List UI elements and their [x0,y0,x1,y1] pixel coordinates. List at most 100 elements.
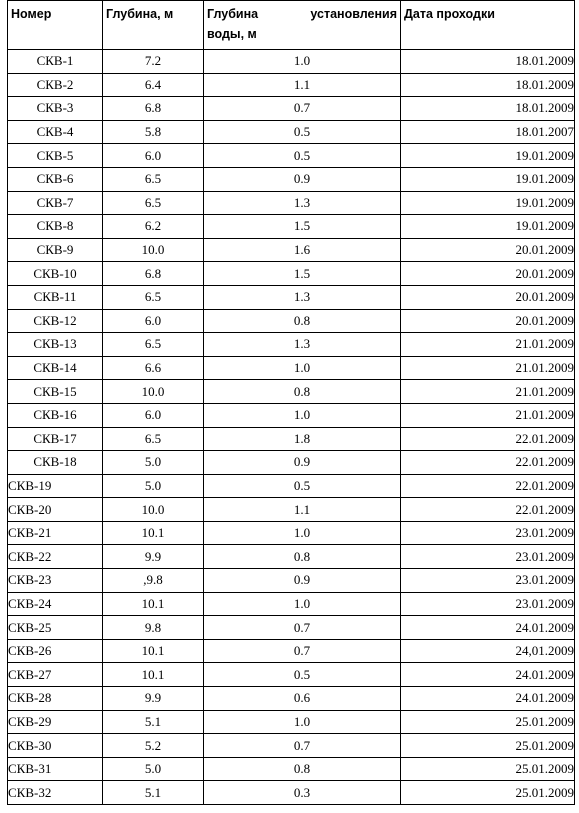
cell-depth: 6.2 [102,214,204,239]
cell-depth: 10.0 [102,237,204,263]
cell-water-depth: 1.6 [203,237,401,263]
cell-depth: 5.1 [102,709,204,735]
header-water-line2: воды, м [207,27,257,41]
cell-depth: ,9.8 [102,568,204,593]
cell-depth: 6.6 [102,355,204,381]
boreholes-table: Номер Глубина, м Глубина установления во… [7,0,575,805]
table-row: СКВ-8 6.2 1.5 19.01.2009 [7,214,575,239]
cell-date: 20.01.2009 [400,261,575,286]
header-row: Номер Глубина, м Глубина установления во… [7,0,575,50]
cell-date: 21.01.2009 [400,355,575,381]
cell-name: СКВ-13 [7,332,103,357]
cell-depth: 6.5 [102,166,204,192]
cell-depth: 6.5 [102,426,204,452]
table-row: СКВ-30 5.2 0.7 25.01.2009 [7,733,575,758]
cell-water-depth: 1.3 [203,332,401,357]
table-row: СКВ-10 6.8 1.5 20.01.2009 [7,261,575,286]
cell-depth: 7.2 [102,49,204,74]
cell-name: СКВ-11 [7,284,103,310]
cell-date: 25.01.2009 [400,733,575,758]
cell-depth: 5.8 [102,119,204,145]
table-header: Номер Глубина, м Глубина установления во… [7,0,575,50]
cell-depth: 5.1 [102,780,204,805]
cell-name: СКВ-29 [7,709,103,735]
cell-date: 19.01.2009 [400,190,575,216]
cell-depth: 10.1 [102,662,204,688]
cell-date: 22.01.2009 [400,426,575,452]
cell-name: СКВ-21 [7,520,103,546]
cell-name: СКВ-27 [7,662,103,688]
table-row: СКВ-16 6.0 1.0 21.01.2009 [7,402,575,428]
cell-water-depth: 0.5 [203,473,401,499]
cell-water-depth: 0.3 [203,780,401,805]
table-body: СКВ-1 7.2 1.0 18.01.2009 СКВ-2 6.4 1.1 18.01.20… [7,49,575,805]
cell-name: СКВ-6 [7,166,103,192]
cell-name: СКВ-25 [7,615,103,640]
cell-water-depth: 0.8 [203,379,401,404]
cell-name: СКВ-30 [7,733,103,758]
cell-depth: 5.0 [102,756,204,782]
cell-water-depth: 0.9 [203,166,401,192]
cell-water-depth: 0.9 [203,568,401,593]
cell-name: СКВ-16 [7,402,103,428]
cell-name: СКВ-19 [7,473,103,499]
table-row: СКВ-26 10.1 0.7 24,01.2009 [7,638,575,664]
header-water-word1: Глубина [207,7,259,21]
cell-water-depth: 1.0 [203,709,401,735]
cell-date: 22.01.2009 [400,473,575,499]
cell-date: 20.01.2009 [400,308,575,334]
cell-depth: 5.0 [102,450,204,475]
cell-date: 21.01.2009 [400,402,575,428]
cell-name: СКВ-5 [7,143,103,168]
table-row: СКВ-17 6.5 1.8 22.01.2009 [7,426,575,452]
cell-date: 21.01.2009 [400,379,575,404]
cell-water-depth: 1.0 [203,402,401,428]
cell-water-depth: 0.8 [203,756,401,782]
cell-date: 22.01.2009 [400,450,575,475]
table-row: СКВ-6 6.5 0.9 19.01.2009 [7,166,575,192]
cell-name: СКВ-20 [7,497,103,522]
header-water-depth: Глубина установления воды, м [203,0,401,50]
cell-water-depth: 0.8 [203,308,401,334]
cell-date: 22.01.2009 [400,497,575,522]
cell-water-depth: 0.7 [203,96,401,121]
table-row: СКВ-9 10.0 1.6 20.01.2009 [7,237,575,263]
cell-depth: 6.8 [102,96,204,121]
table-row: СКВ-25 9.8 0.7 24.01.2009 [7,615,575,640]
cell-date: 23.01.2009 [400,544,575,570]
cell-name: СКВ-12 [7,308,103,334]
table-row: СКВ-12 6.0 0.8 20.01.2009 [7,308,575,334]
cell-depth: 6.4 [102,72,204,98]
table-row: СКВ-4 5.8 0.5 18.01.2007 [7,119,575,145]
cell-water-depth: 0.6 [203,686,401,711]
cell-water-depth: 1.0 [203,520,401,546]
cell-date: 18.01.2007 [400,119,575,145]
table-row: СКВ-24 10.1 1.0 23.01.2009 [7,591,575,617]
cell-date: 21.01.2009 [400,332,575,357]
cell-date: 24.01.2009 [400,662,575,688]
cell-depth: 6.5 [102,332,204,357]
cell-water-depth: 1.0 [203,591,401,617]
cell-name: СКВ-26 [7,638,103,664]
cell-date: 18.01.2009 [400,96,575,121]
cell-depth: 6.8 [102,261,204,286]
cell-depth: 9.8 [102,615,204,640]
cell-depth: 10.0 [102,497,204,522]
cell-date: 18.01.2009 [400,72,575,98]
cell-date: 19.01.2009 [400,166,575,192]
cell-water-depth: 0.9 [203,450,401,475]
cell-water-depth: 1.1 [203,72,401,98]
cell-date: 23.01.2009 [400,568,575,593]
cell-water-depth: 0.5 [203,662,401,688]
cell-date: 19.01.2009 [400,214,575,239]
cell-name: СКВ-3 [7,96,103,121]
header-water-word2: установления [310,7,397,21]
header-date: Дата проходки [400,0,575,50]
cell-depth: 5.0 [102,473,204,499]
cell-water-depth: 1.3 [203,190,401,216]
table-row: СКВ-15 10.0 0.8 21.01.2009 [7,379,575,404]
cell-name: СКВ-4 [7,119,103,145]
table-row: СКВ-2 6.4 1.1 18.01.2009 [7,72,575,98]
cell-depth: 6.0 [102,308,204,334]
cell-name: СКВ-17 [7,426,103,452]
